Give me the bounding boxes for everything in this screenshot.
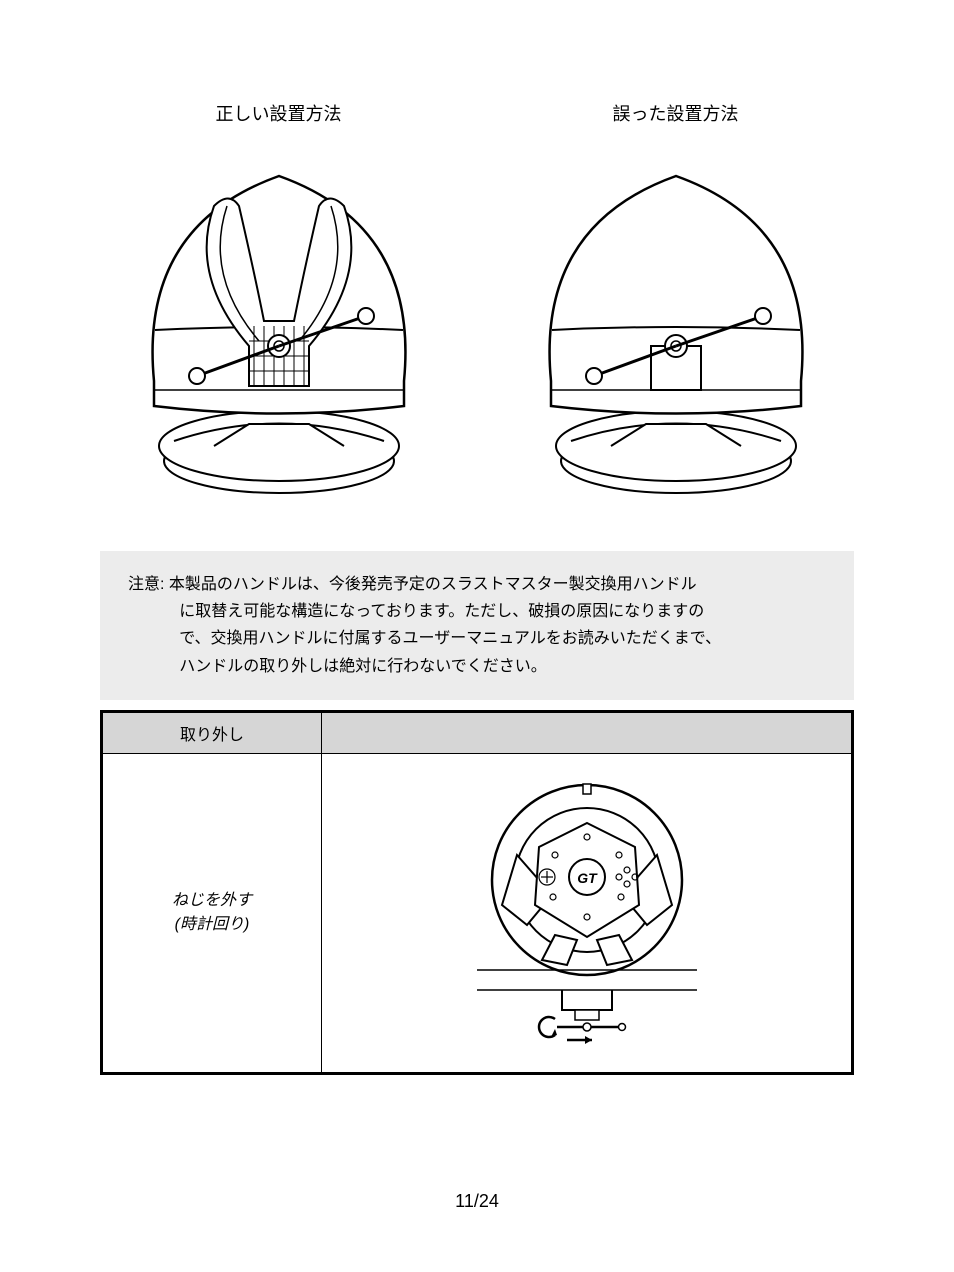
- screw-remove-line1: ねじを外す: [172, 892, 252, 909]
- steering-wheel-diagram: GT: [457, 765, 717, 1055]
- incorrect-installation-block: 誤った設置方法: [497, 100, 854, 511]
- notice-line3: で、交換用ハンドルに付属するユーザーマニュアルをお読みいただくまで、: [128, 625, 826, 652]
- notice-line4: ハンドルの取り外しは絶対に行わないでください。: [128, 653, 826, 680]
- table-left-cell: ねじを外す (時計回り): [102, 753, 322, 1073]
- manual-page: 正しい設置方法: [0, 0, 954, 1272]
- correct-title: 正しい設置方法: [100, 100, 457, 126]
- screw-remove-line2: (時計回り): [175, 916, 250, 933]
- notice-box: 注意: 本製品のハンドルは、今後発売予定のスラストマスター製交換用ハンドル に取…: [100, 551, 854, 700]
- page-number: 11/24: [0, 1191, 954, 1212]
- notice-line2: に取替え可能な構造になっております。ただし、破損の原因になりますの: [128, 598, 826, 625]
- notice-line1: 本製品のハンドルは、今後発売予定のスラストマスター製交換用ハンドル: [169, 576, 697, 593]
- table-header-right: [322, 711, 853, 753]
- incorrect-installation-diagram: [516, 146, 836, 506]
- svg-text:GT: GT: [577, 870, 598, 886]
- correct-installation-diagram: [119, 146, 439, 506]
- installation-diagram-row: 正しい設置方法: [100, 100, 854, 511]
- table-header-left: 取り外し: [102, 711, 322, 753]
- table-right-cell: GT: [322, 753, 853, 1073]
- incorrect-title: 誤った設置方法: [497, 100, 854, 126]
- removal-table: 取り外し ねじを外す (時計回り): [100, 710, 854, 1075]
- notice-label: 注意:: [128, 576, 164, 593]
- correct-installation-block: 正しい設置方法: [100, 100, 457, 511]
